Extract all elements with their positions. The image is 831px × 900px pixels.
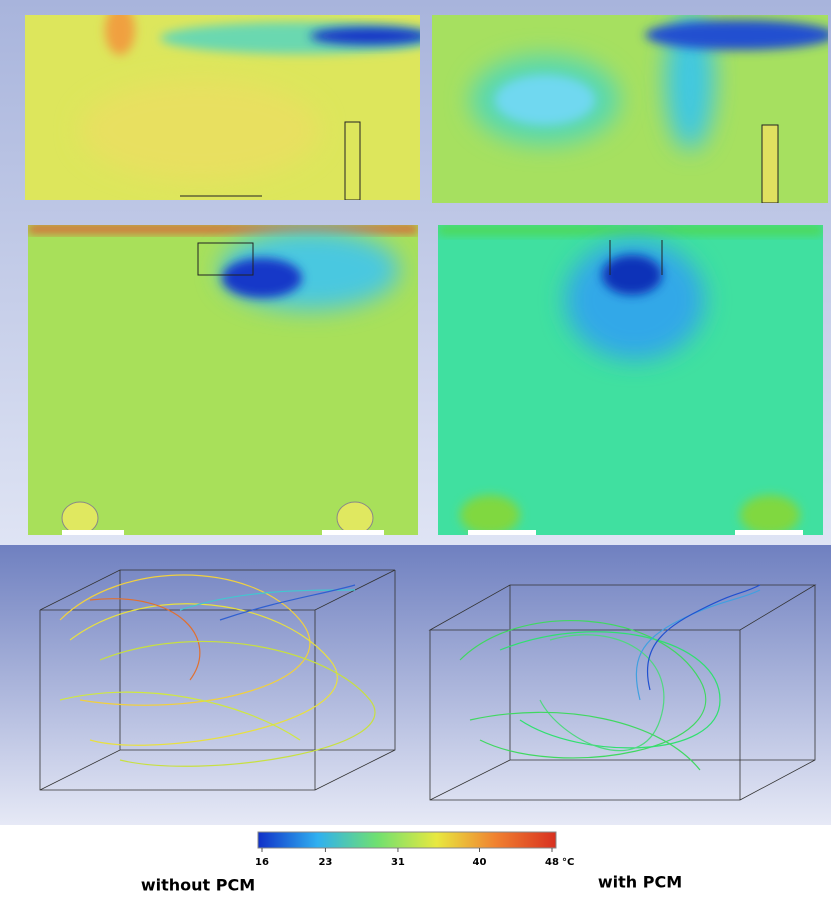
figure: 16 23 31 40 48°C without PCM with PCM [0,0,831,900]
tick-label: 40 [473,857,487,868]
unit-label: °C [562,857,574,868]
contour-middle-right [438,225,823,536]
panel-label: without PCM [141,876,255,895]
colorbar [258,832,556,848]
page: 1623314048°C without PCM with PCM (() =>… [0,0,831,900]
tick-label: 31 [391,857,405,868]
background [0,545,831,825]
contour-top-right [432,10,831,203]
contour-middle-left [28,225,418,536]
colorbar-ticks: 16 23 31 40 48°C [255,848,574,868]
tick-label: 16 [255,857,269,868]
tick-label: 48 [545,857,559,868]
tick-label: 23 [318,857,332,868]
contour-top-left [25,5,440,200]
panel-label: with PCM [598,873,682,892]
